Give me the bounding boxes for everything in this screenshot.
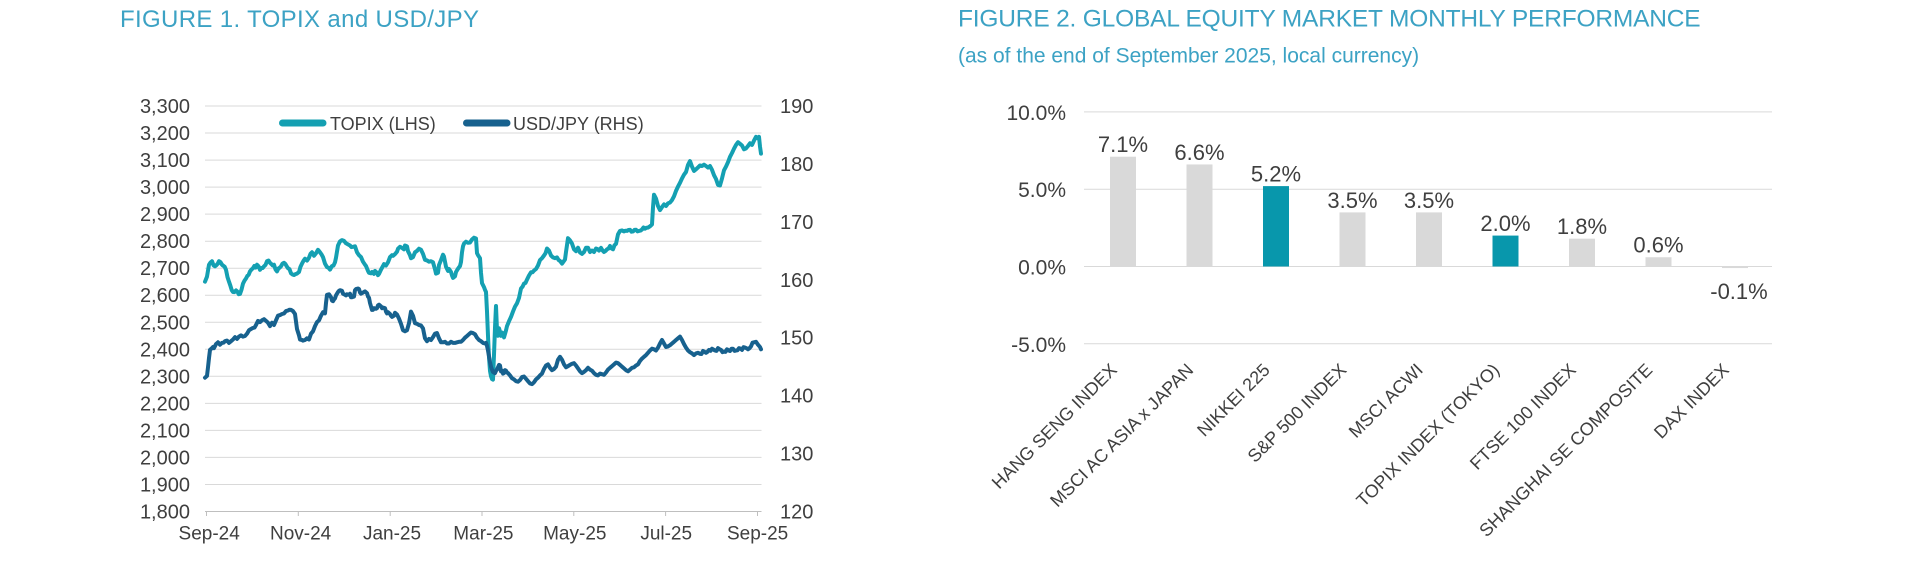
svg-text:May-25: May-25 bbox=[543, 524, 606, 545]
svg-text:(as of the end of September 20: (as of the end of September 2025, local … bbox=[958, 45, 1419, 68]
svg-text:150: 150 bbox=[780, 328, 813, 350]
svg-text:6.6%: 6.6% bbox=[1174, 140, 1224, 165]
svg-text:3.5%: 3.5% bbox=[1327, 188, 1377, 213]
svg-text:Jul-25: Jul-25 bbox=[640, 524, 692, 545]
svg-text:2,800: 2,800 bbox=[140, 231, 190, 253]
svg-text:3,100: 3,100 bbox=[140, 150, 190, 172]
svg-text:140: 140 bbox=[780, 386, 813, 408]
svg-text:0.0%: 0.0% bbox=[1018, 257, 1066, 280]
svg-text:1,900: 1,900 bbox=[140, 475, 190, 497]
svg-text:2,000: 2,000 bbox=[140, 447, 190, 469]
svg-text:Mar-25: Mar-25 bbox=[453, 524, 513, 545]
svg-text:HANG SENG INDEX: HANG SENG INDEX bbox=[988, 360, 1121, 493]
svg-text:Sep-24: Sep-24 bbox=[179, 524, 241, 545]
svg-text:2,900: 2,900 bbox=[140, 204, 190, 226]
svg-text:190: 190 bbox=[780, 96, 813, 118]
svg-text:TOPIX (LHS): TOPIX (LHS) bbox=[330, 114, 436, 134]
svg-text:2,600: 2,600 bbox=[140, 285, 190, 307]
svg-text:2.0%: 2.0% bbox=[1480, 211, 1530, 236]
svg-text:0.6%: 0.6% bbox=[1633, 233, 1683, 258]
svg-text:5.2%: 5.2% bbox=[1251, 162, 1301, 187]
svg-text:USD/JPY (RHS): USD/JPY (RHS) bbox=[513, 114, 644, 134]
svg-text:3.5%: 3.5% bbox=[1404, 188, 1454, 213]
svg-text:Nov-24: Nov-24 bbox=[270, 524, 332, 545]
svg-text:160: 160 bbox=[780, 270, 813, 292]
svg-text:NIKKEI 225: NIKKEI 225 bbox=[1193, 360, 1274, 441]
svg-text:2,100: 2,100 bbox=[140, 420, 190, 442]
svg-text:3,300: 3,300 bbox=[140, 96, 190, 118]
svg-text:3,000: 3,000 bbox=[140, 177, 190, 199]
svg-text:MSCI ACWI: MSCI ACWI bbox=[1345, 360, 1427, 442]
svg-text:Jan-25: Jan-25 bbox=[363, 524, 421, 545]
svg-text:-0.1%: -0.1% bbox=[1710, 279, 1767, 304]
svg-text:10.0%: 10.0% bbox=[1006, 102, 1066, 125]
svg-text:2,300: 2,300 bbox=[140, 366, 190, 388]
svg-text:120: 120 bbox=[780, 502, 813, 524]
svg-text:MSCI AC ASIA x JAPAN: MSCI AC ASIA x JAPAN bbox=[1046, 360, 1197, 511]
svg-text:5.0%: 5.0% bbox=[1018, 179, 1066, 202]
svg-text:Sep-25: Sep-25 bbox=[727, 524, 788, 545]
svg-text:170: 170 bbox=[780, 212, 813, 234]
svg-text:2,500: 2,500 bbox=[140, 312, 190, 334]
svg-text:1.8%: 1.8% bbox=[1557, 214, 1607, 239]
svg-text:2,200: 2,200 bbox=[140, 393, 190, 415]
svg-text:130: 130 bbox=[780, 444, 813, 466]
svg-text:180: 180 bbox=[780, 154, 813, 176]
svg-text:FIGURE 1. TOPIX and USD/JPY: FIGURE 1. TOPIX and USD/JPY bbox=[120, 6, 479, 33]
svg-text:-5.0%: -5.0% bbox=[1011, 334, 1066, 357]
svg-text:DAX INDEX: DAX INDEX bbox=[1650, 360, 1733, 443]
svg-text:FIGURE 2. GLOBAL EQUITY MARKET: FIGURE 2. GLOBAL EQUITY MARKET MONTHLY P… bbox=[958, 6, 1700, 33]
svg-text:7.1%: 7.1% bbox=[1098, 132, 1148, 157]
svg-text:2,400: 2,400 bbox=[140, 339, 190, 361]
svg-text:1,800: 1,800 bbox=[140, 502, 190, 524]
svg-text:2,700: 2,700 bbox=[140, 258, 190, 280]
svg-text:TOPIX INDEX (TOKYO): TOPIX INDEX (TOKYO) bbox=[1352, 360, 1503, 511]
svg-text:3,200: 3,200 bbox=[140, 123, 190, 145]
